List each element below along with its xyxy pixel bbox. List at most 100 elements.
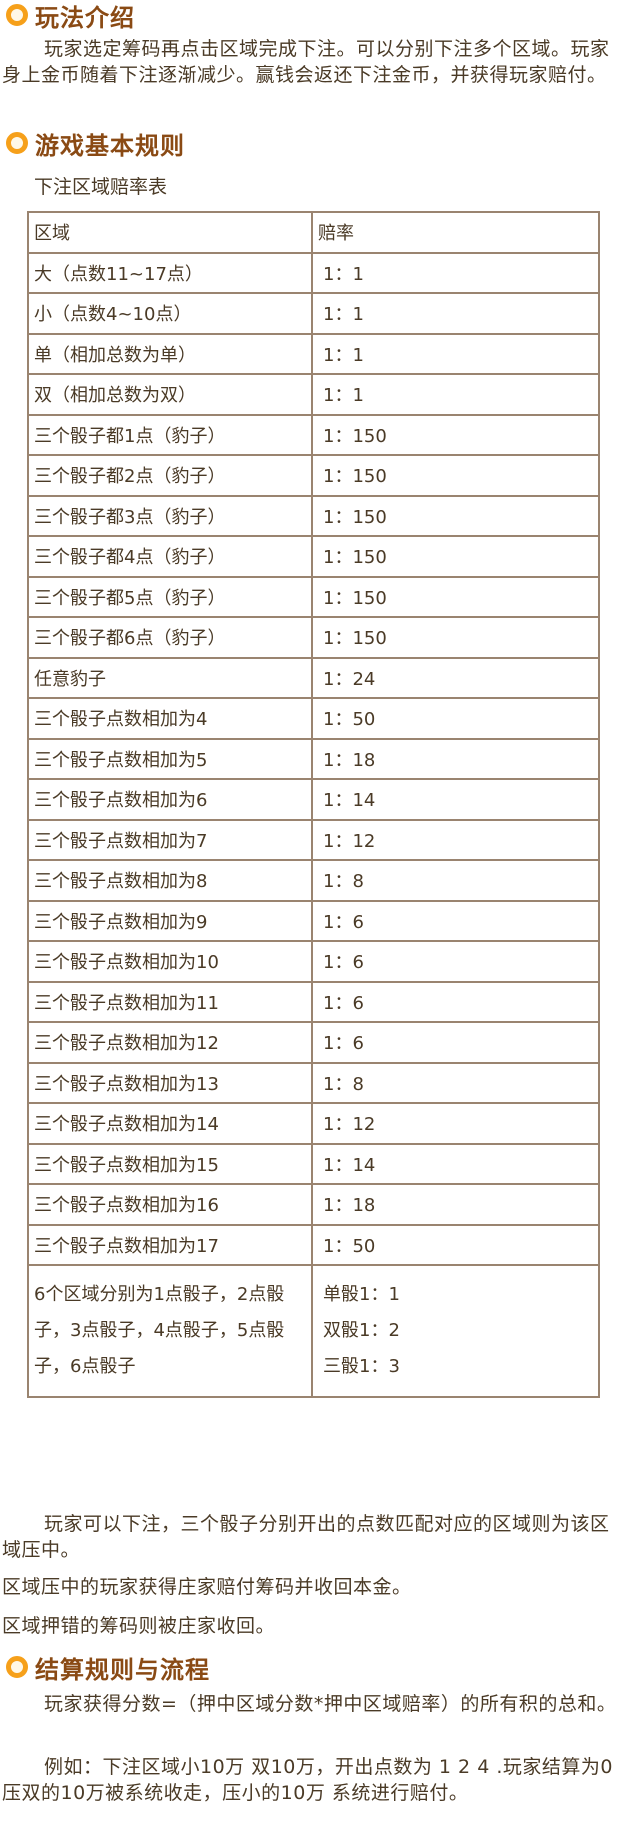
table-header-row: 区域 赔率 [27, 211, 600, 254]
cell-area: 三个骰子都6点（豹子） [27, 616, 313, 659]
cell-area: 三个骰子点数相加为4 [27, 697, 313, 740]
cell-rate: 1：50 [311, 1223, 600, 1266]
cell-rate: 1：150 [311, 413, 600, 456]
cell-area: 三个骰子点数相加为8 [27, 859, 313, 902]
table-row: 三个骰子点数相加为7 1：12 [27, 818, 600, 861]
settlement-paragraph-2: 例如：下注区域小10万 双10万，开出点数为 1 2 4 .玩家结算为0 压双的… [2, 1756, 613, 1804]
table-row: 三个骰子点数相加为5 1：18 [27, 737, 600, 780]
cell-rate: 1：1 [311, 251, 600, 294]
cell-rate: 1：6 [311, 899, 600, 942]
table-row: 三个骰子点数相加为12 1：6 [27, 1021, 600, 1064]
cell-area: 三个骰子都1点（豹子） [27, 413, 313, 456]
cell-area: 双（相加总数为双） [27, 373, 313, 416]
table-row: 三个骰子点数相加为4 1：50 [27, 697, 600, 740]
table-row: 三个骰子都2点（豹子） 1：150 [27, 454, 600, 497]
table-row: 三个骰子点数相加为14 1：12 [27, 1102, 600, 1145]
odds-table: 区域 赔率 大（点数11~17点） 1：1 小（点数4~10点） 1：1 单（相加总数为… [27, 211, 600, 1398]
rule-note-3: 区域押错的筹码则被庄家收回。 [2, 1615, 276, 1637]
cell-rate: 1：14 [311, 778, 600, 821]
rate-triple: 三骰1：3 [323, 1356, 400, 1377]
cell-rate: 1：1 [311, 292, 600, 335]
table-row: 三个骰子都4点（豹子） 1：150 [27, 535, 600, 578]
cell-area: 三个骰子点数相加为5 [27, 737, 313, 780]
cell-rate: 1：8 [311, 1061, 600, 1104]
cell-rate: 1：1 [311, 332, 600, 375]
cell-area: 三个骰子都2点（豹子） [27, 454, 313, 497]
cell-rate: 1：150 [311, 494, 600, 537]
cell-rate: 1：1 [311, 373, 600, 416]
cell-rate: 1：150 [311, 616, 600, 659]
table-row: 三个骰子点数相加为15 1：14 [27, 1142, 600, 1185]
section-title-intro: 玩法介绍 [35, 3, 135, 32]
table-row-single-dice: 6个区域分别为1点骰子，2点骰子，3点骰子，4点骰子，5点骰子，6点骰子 单骰1… [27, 1264, 600, 1398]
table-row: 三个骰子点数相加为6 1：14 [27, 778, 600, 821]
table-row: 三个骰子都1点（豹子） 1：150 [27, 413, 600, 456]
cell-rate: 1：14 [311, 1142, 600, 1185]
circle-bullet-icon [6, 132, 28, 154]
cell-area: 三个骰子点数相加为15 [27, 1142, 313, 1185]
cell-area: 三个骰子点数相加为12 [27, 1021, 313, 1064]
table-row: 双（相加总数为双） 1：1 [27, 373, 600, 416]
rate-single: 单骰1：1 [323, 1284, 400, 1305]
cell-area: 小（点数4~10点） [27, 292, 313, 335]
table-body: 大（点数11~17点） 1：1 小（点数4~10点） 1：1 单（相加总数为单） 1：1 双… [27, 251, 600, 1398]
cell-rate: 1：150 [311, 575, 600, 618]
table-row: 三个骰子都6点（豹子） 1：150 [27, 616, 600, 659]
table-row: 任意豹子 1：24 [27, 656, 600, 699]
table-caption: 下注区域赔率表 [34, 176, 168, 198]
cell-area: 三个骰子点数相加为13 [27, 1061, 313, 1104]
cell-area: 三个骰子点数相加为11 [27, 980, 313, 1023]
rule-note-2: 区域压中的玩家获得庄家赔付筹码并收回本金。 [2, 1576, 412, 1598]
table-row: 三个骰子点数相加为13 1：8 [27, 1061, 600, 1104]
cell-rate: 1：6 [311, 980, 600, 1023]
cell-area: 6个区域分别为1点骰子，2点骰子，3点骰子，4点骰子，5点骰子，6点骰子 [27, 1264, 313, 1398]
cell-area: 三个骰子都5点（豹子） [27, 575, 313, 618]
table-row: 单（相加总数为单） 1：1 [27, 332, 600, 375]
section-header-settlement: 结算规则与流程 [6, 1652, 210, 1684]
section-title-settlement: 结算规则与流程 [35, 1655, 210, 1684]
table-row: 三个骰子点数相加为8 1：8 [27, 859, 600, 902]
cell-rate: 1：18 [311, 1183, 600, 1226]
cell-area: 任意豹子 [27, 656, 313, 699]
table-row: 三个骰子点数相加为17 1：50 [27, 1223, 600, 1266]
table-row: 小（点数4~10点） 1：1 [27, 292, 600, 335]
cell-area: 三个骰子点数相加为9 [27, 899, 313, 942]
cell-rate: 1：24 [311, 656, 600, 699]
cell-rate: 1：12 [311, 818, 600, 861]
header-rate: 赔率 [311, 211, 600, 254]
section-header-rules: 游戏基本规则 [6, 128, 185, 160]
header-area: 区域 [27, 211, 313, 254]
table-row: 三个骰子都5点（豹子） 1：150 [27, 575, 600, 618]
cell-area: 三个骰子都3点（豹子） [27, 494, 313, 537]
cell-rate: 1：18 [311, 737, 600, 780]
cell-area: 大（点数11~17点） [27, 251, 313, 294]
cell-rate: 1：6 [311, 1021, 600, 1064]
cell-rate: 1：50 [311, 697, 600, 740]
cell-area: 三个骰子点数相加为7 [27, 818, 313, 861]
table-row: 三个骰子点数相加为9 1：6 [27, 899, 600, 942]
table-row: 三个骰子都3点（豹子） 1：150 [27, 494, 600, 537]
table-row: 大（点数11~17点） 1：1 [27, 251, 600, 294]
cell-area: 三个骰子都4点（豹子） [27, 535, 313, 578]
section-header-intro: 玩法介绍 [6, 0, 135, 32]
table-row: 三个骰子点数相加为16 1：18 [27, 1183, 600, 1226]
cell-area: 单（相加总数为单） [27, 332, 313, 375]
rule-note-1: 玩家可以下注，三个骰子分别开出的点数匹配对应的区域则为该区域压中。 [2, 1513, 610, 1561]
cell-rate: 1：150 [311, 535, 600, 578]
table-row: 三个骰子点数相加为11 1：6 [27, 980, 600, 1023]
circle-bullet-icon [6, 1656, 28, 1678]
cell-area: 三个骰子点数相加为14 [27, 1102, 313, 1145]
table-row: 三个骰子点数相加为10 1：6 [27, 940, 600, 983]
cell-rate: 1：150 [311, 454, 600, 497]
settlement-paragraph-1: 玩家获得分数=（押中区域分数*押中区域赔率）的所有积的总和。 [44, 1693, 617, 1715]
circle-bullet-icon [6, 4, 28, 26]
section-title-rules: 游戏基本规则 [35, 131, 185, 160]
cell-area: 三个骰子点数相加为6 [27, 778, 313, 821]
cell-area: 三个骰子点数相加为16 [27, 1183, 313, 1226]
cell-area: 三个骰子点数相加为17 [27, 1223, 313, 1266]
cell-area: 三个骰子点数相加为10 [27, 940, 313, 983]
cell-rate: 1：12 [311, 1102, 600, 1145]
cell-rate: 1：8 [311, 859, 600, 902]
intro-paragraph: 玩家选定筹码再点击区域完成下注。可以分别下注多个区域。玩家身上金币随着下注逐渐减… [2, 38, 610, 86]
cell-rate: 1：6 [311, 940, 600, 983]
